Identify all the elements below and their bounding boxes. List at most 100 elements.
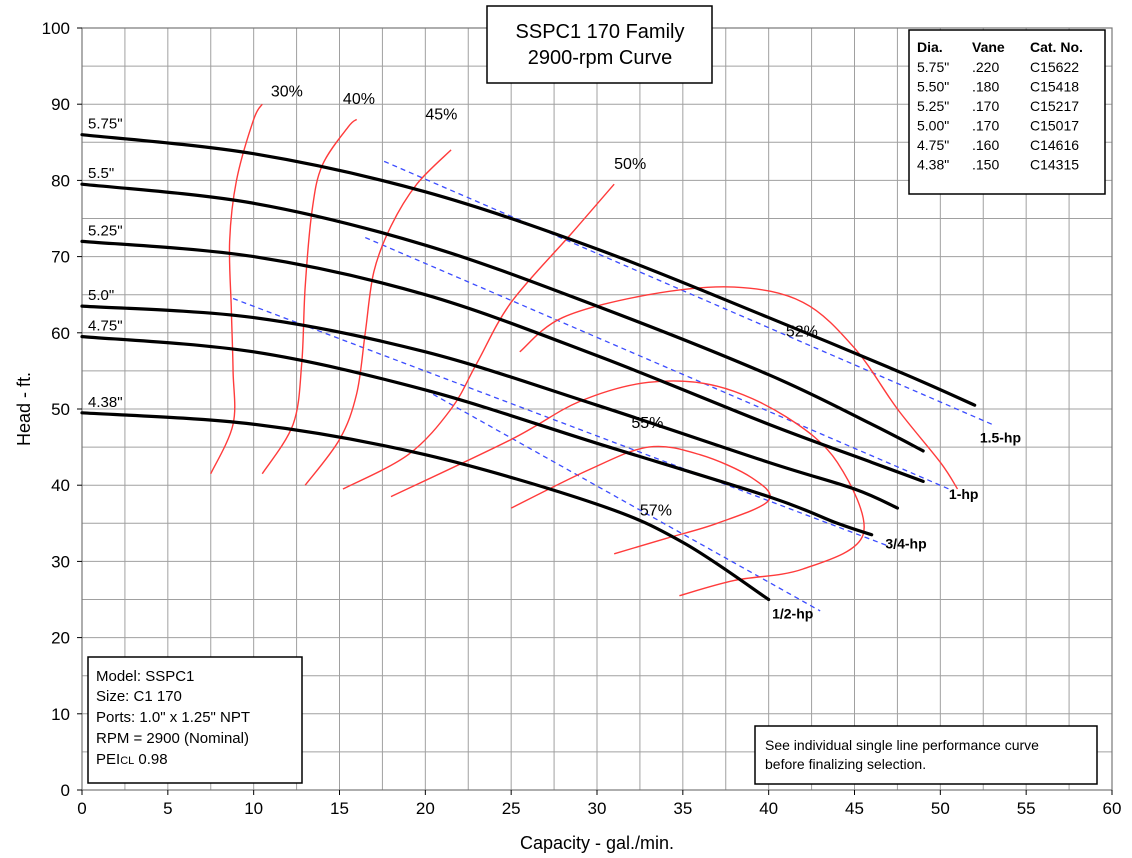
efficiency-label-55: 55% (631, 415, 663, 432)
selection-note-box: See individual single line performance c… (754, 725, 1098, 785)
x-axis-title: Capacity - gal./min. (520, 833, 674, 853)
hp-line-1-2-hp (425, 389, 821, 612)
x-tick-label: 20 (416, 799, 435, 818)
efficiency-curve-50 (342, 183, 615, 490)
impeller-label-5-75: 5.75" (88, 116, 123, 133)
y-axis-title: Head - ft. (14, 372, 34, 446)
y-tick-label: 60 (51, 324, 70, 343)
hp-label-1-hp: 1-hp (949, 486, 979, 502)
model-info-box: Model: SSPC1 Size: C1 170 Ports: 1.0" x … (87, 656, 303, 784)
impeller-table-cell: C14315 (1030, 157, 1079, 173)
efficiency-label-52: 52% (786, 324, 818, 341)
x-tick-label: 15 (330, 799, 349, 818)
axes: 0 5 10 15 20 25 30 35 40 45 50 55 60 0 10 20 30 40 50 60 70 8… (14, 19, 1121, 853)
size-text: Size: C1 170 (96, 688, 182, 705)
y-tick-label: 0 (61, 781, 70, 800)
title-line-2: 2900-rpm Curve (528, 47, 673, 69)
efficiency-label-40: 40% (343, 91, 375, 108)
x-tick-label: 40 (759, 799, 778, 818)
efficiency-curve-55 (390, 380, 865, 597)
impeller-curve-5-25 (80, 239, 925, 483)
impeller-table-cell: C14616 (1030, 137, 1079, 153)
pei-main: PEI (96, 751, 120, 768)
impeller-table-box (908, 29, 1106, 195)
y-tick-label: 10 (51, 705, 70, 724)
impeller-curve-4-75 (80, 335, 874, 537)
impeller-table-cell: .150 (972, 157, 999, 173)
x-tick-label: 55 (1017, 799, 1036, 818)
impeller-table-cell: .180 (972, 79, 999, 95)
efficiency-label-30: 30% (271, 84, 303, 101)
note-line-1: See individual single line performance c… (765, 737, 1039, 753)
y-tick-label: 100 (42, 19, 70, 38)
impeller-table-cell: C15622 (1030, 59, 1079, 75)
hp-line-1-5-hp (383, 160, 993, 425)
y-tick-label: 30 (51, 552, 70, 571)
efficiency-label-50: 50% (614, 156, 646, 173)
x-tick-label: 30 (588, 799, 607, 818)
impeller-label-4-38: 4.38" (88, 394, 123, 411)
pei-value: 0.98 (134, 751, 167, 768)
impeller-label-5-25: 5.25" (88, 222, 123, 239)
title-box (486, 5, 713, 84)
y-tick-label: 70 (51, 248, 70, 267)
y-tick-label: 50 (51, 400, 70, 419)
impeller-label-5-5: 5.5" (88, 165, 114, 182)
impeller-table-cell: .170 (972, 98, 999, 114)
efficiency-curve-57 (510, 445, 771, 555)
hp-lines (232, 160, 993, 612)
model-text: Model: SSPC1 (96, 668, 194, 685)
impeller-table-header: Vane (972, 39, 1005, 55)
efficiency-label-57: 57% (640, 503, 672, 520)
y-tick-label: 90 (51, 95, 70, 114)
ports-text: Ports: 1.0" x 1.25" NPT (96, 709, 250, 726)
impeller-table-cell: .160 (972, 137, 999, 153)
efficiency-curve-52 (519, 286, 959, 490)
y-tick-label: 80 (51, 171, 70, 190)
note-frame (754, 725, 1098, 785)
x-tick-label: 45 (845, 799, 864, 818)
impeller-table-header: Dia. (917, 39, 943, 55)
rpm-text: RPM = 2900 (Nominal) (96, 730, 249, 747)
x-tick-label: 5 (163, 799, 172, 818)
impeller-label-5-0: 5.0" (88, 287, 114, 304)
y-tick-label: 40 (51, 476, 70, 495)
curve-labels: 1.5-hp 1-hp 3/4-hp 1/2-hp 30% 40% 45% 50% 52% 55%… (88, 84, 1021, 622)
impeller-curve-4-38 (80, 411, 771, 602)
x-tick-label: 50 (931, 799, 950, 818)
hp-label-1-5-hp: 1.5-hp (980, 430, 1021, 446)
impeller-table-cell: 4.38" (917, 157, 949, 173)
impeller-curve-5-75 (80, 133, 977, 407)
efficiency-curve-40 (261, 118, 358, 475)
impeller-curve-5-0 (80, 304, 900, 510)
title-line-1: SSPC1 170 Family (516, 21, 685, 43)
hp-label-1-2-hp: 1/2-hp (772, 606, 813, 622)
x-tick-label: 25 (502, 799, 521, 818)
impeller-table: Dia. Vane Cat. No. 5.75" .220 C15622 5.50" .180… (908, 29, 1106, 195)
impeller-curve-5-5 (80, 182, 925, 453)
impeller-table-cell: C15418 (1030, 79, 1079, 95)
note-line-2: before finalizing selection. (765, 756, 926, 772)
x-tick-label: 35 (673, 799, 692, 818)
pei-sub: CL (120, 755, 134, 767)
model-info-frame (87, 656, 303, 784)
hp-line-1-hp (364, 236, 950, 490)
x-tick-label: 10 (244, 799, 263, 818)
impeller-table-cell: C15017 (1030, 118, 1079, 134)
impeller-table-cell: .170 (972, 118, 999, 134)
impeller-table-cell: .220 (972, 59, 999, 75)
x-tick-label: 60 (1103, 799, 1122, 818)
impeller-lines (80, 133, 977, 602)
impeller-table-header: Cat. No. (1030, 39, 1083, 55)
impeller-table-cell: 5.00" (917, 118, 949, 134)
hp-label-3-4-hp: 3/4-hp (885, 535, 926, 551)
efficiency-label-45: 45% (425, 106, 457, 123)
impeller-label-4-75: 4.75" (88, 318, 123, 335)
impeller-table-cell: 5.50" (917, 79, 949, 95)
x-tick-label: 0 (77, 799, 86, 818)
impeller-table-cell: 4.75" (917, 137, 949, 153)
y-tick-label: 20 (51, 629, 70, 648)
impeller-table-cell: 5.25" (917, 98, 949, 114)
chart-title: SSPC1 170 Family 2900-rpm Curve (486, 5, 713, 84)
